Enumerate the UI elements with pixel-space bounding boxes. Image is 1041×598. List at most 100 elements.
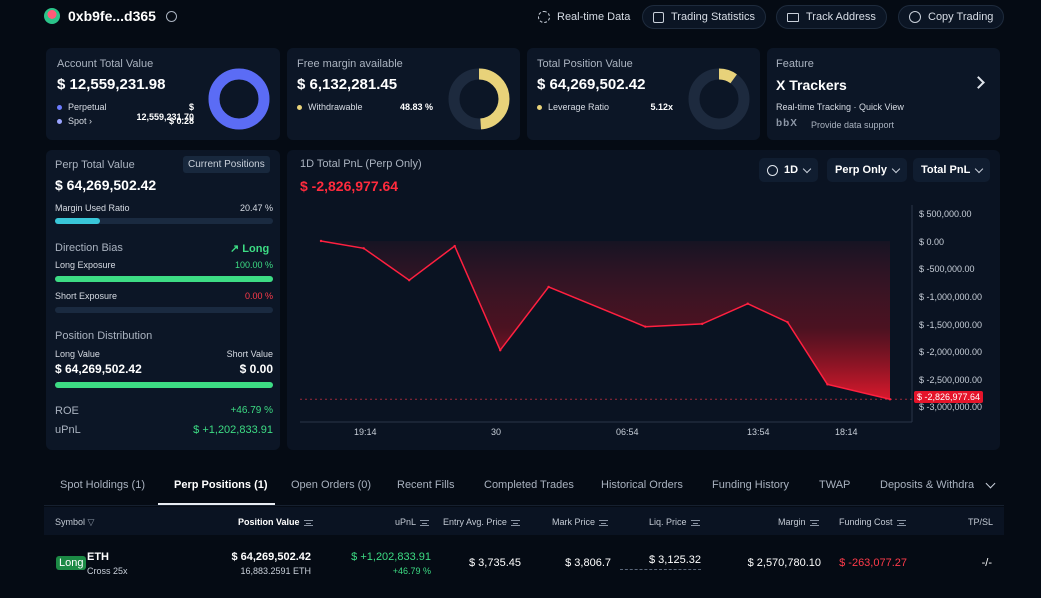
tab-perp-positions[interactable]: Perp Positions (1): [174, 479, 268, 491]
sort-icon: [303, 519, 313, 526]
tab-spot-holdings[interactable]: Spot Holdings (1): [60, 479, 145, 491]
col-liq-price[interactable]: Liq. Price: [649, 517, 700, 527]
trend-up-icon: ↗: [230, 243, 240, 255]
distribution-label: Position Distribution: [55, 330, 153, 342]
feature-desc: Real-time Tracking · Quick View: [776, 102, 904, 112]
symbol[interactable]: ETH: [87, 551, 109, 563]
position-value-card: Total Position Value $ 64,269,502.42 Lev…: [527, 48, 760, 140]
short-value: $ 0.00: [239, 362, 273, 376]
withdrawable-legend: Withdrawable: [297, 102, 363, 112]
col-upnl[interactable]: uPnL: [395, 517, 430, 527]
y-tick: $ -3,000,000.00: [919, 402, 983, 412]
long-value: $ 64,269,502.42: [55, 362, 142, 376]
upnl-value: $ +1,202,833.91: [193, 424, 273, 436]
long-exposure-bar: [55, 276, 273, 282]
account-donut: [208, 68, 270, 130]
sort-icon: [690, 519, 700, 526]
card-title: Total Position Value: [537, 58, 633, 70]
side-badge: Long: [56, 556, 87, 570]
tab-deposits-withdraw[interactable]: Deposits & Withdraw: [880, 479, 974, 491]
track-address-button[interactable]: Track Address: [776, 5, 887, 29]
funding-cost: $ -263,077.27: [839, 557, 907, 569]
tpsl[interactable]: -/-: [981, 557, 992, 569]
leverage-value: 5.12x: [650, 102, 673, 112]
direction-label: Direction Bias: [55, 242, 123, 254]
upnl-label: uPnL: [55, 424, 81, 436]
col-margin[interactable]: Margin: [778, 517, 819, 527]
spot-legend-value: $ 0.28: [168, 116, 194, 126]
current-positions-button[interactable]: Current Positions: [183, 156, 270, 173]
tab-historical-orders[interactable]: Historical Orders: [601, 479, 683, 491]
bbx-logo: bbX: [776, 118, 798, 129]
wallet-address[interactable]: 0xb9fe...d365: [68, 8, 156, 24]
col-funding-cost[interactable]: Funding Cost: [839, 517, 906, 527]
copy-icon[interactable]: [166, 11, 177, 22]
y-tick: $ 0.00: [919, 237, 945, 247]
col-tpsl: TP/SL: [968, 517, 994, 527]
sort-icon: [599, 519, 609, 526]
x-tick: 13:54: [747, 427, 770, 437]
trading-statistics-button[interactable]: Trading Statistics: [642, 5, 766, 29]
roe-value: +46.79 %: [230, 405, 273, 416]
y-tick: $ -1,500,000.00: [919, 320, 983, 330]
pnl-point-6: [644, 325, 647, 328]
filter-icon: ▽: [87, 517, 95, 527]
account-value-card: Account Total Value $ 12,559,231.98 Perp…: [46, 48, 280, 140]
long-exposure-label: Long Exposure: [55, 260, 116, 270]
withdrawable-value: 48.83 %: [399, 102, 433, 112]
card-title: Account Total Value: [57, 58, 154, 70]
perp-title: Perp Total Value: [55, 159, 135, 171]
liq-price: $ 3,125.32: [620, 554, 701, 570]
scope-select[interactable]: Perp Only: [827, 158, 907, 182]
upnl-pct: +46.79 %: [392, 566, 431, 576]
free-margin-card: Free margin available $ 6,132,281.45 Wit…: [287, 48, 520, 140]
pnl-line: [320, 240, 891, 401]
feature-card[interactable]: Feature X Trackers Real-time Tracking · …: [767, 48, 1000, 140]
perp-legend: Perpetual: [57, 102, 107, 112]
short-value-label: Short Value: [226, 349, 273, 359]
short-exposure-label: Short Exposure: [55, 291, 118, 301]
button-label: Trading Statistics: [671, 11, 755, 23]
period-value: 1D: [784, 164, 799, 176]
col-symbol[interactable]: Symbol ▽: [55, 517, 95, 527]
button-label: Copy Trading: [928, 11, 994, 23]
period-select[interactable]: 1D: [759, 158, 819, 182]
feature-name: X Trackers: [776, 77, 847, 93]
col-position-value[interactable]: Position Value: [238, 517, 313, 527]
pnl-point-3: [453, 244, 456, 248]
copy-trade-icon: [909, 11, 921, 23]
entry-price: $ 3,735.45: [469, 557, 521, 569]
long-exposure-value: 100.00 %: [234, 260, 273, 270]
clock-icon: [767, 164, 778, 176]
perp-value: $ 64,269,502.42: [55, 177, 157, 193]
sort-icon: [510, 519, 520, 526]
button-label: Real-time Data: [557, 11, 631, 23]
tabs-bar: [44, 466, 1004, 506]
sort-icon: [809, 519, 819, 526]
margin-used-label: Margin Used Ratio: [55, 203, 130, 213]
pnl-point-0: [319, 239, 323, 243]
pnl-point-11: [888, 398, 892, 401]
metric-select[interactable]: Total PnL: [913, 158, 991, 182]
pnl-point-1: [362, 247, 365, 250]
real-time-data-button[interactable]: Real-time Data: [528, 5, 640, 29]
scope-value: Perp Only: [835, 164, 887, 176]
tab-recent-fills[interactable]: Recent Fills: [397, 479, 455, 491]
sort-icon: [896, 519, 906, 526]
tab-funding-history[interactable]: Funding History: [712, 479, 790, 491]
col-mark-price[interactable]: Mark Price: [552, 517, 609, 527]
position-size: 16,883.2591 ETH: [240, 566, 311, 576]
leverage: Cross 25x: [87, 566, 128, 576]
tab-open-orders[interactable]: Open Orders (0): [291, 479, 372, 491]
tab-completed-trades[interactable]: Completed Trades: [484, 479, 574, 491]
spot-legend[interactable]: Spot ›: [57, 116, 92, 126]
col-entry-price[interactable]: Entry Avg. Price: [443, 517, 520, 527]
pnl-point-5: [547, 285, 550, 289]
card-value: $ 6,132,281.45: [297, 76, 398, 93]
pnl-point-10: [826, 383, 829, 386]
y-tick: $ -2,000,000.00: [919, 347, 983, 357]
margin: $ 2,570,780.10: [747, 557, 821, 569]
tab-twap[interactable]: TWAP: [819, 479, 851, 491]
copy-trading-button[interactable]: Copy Trading: [898, 5, 1005, 29]
